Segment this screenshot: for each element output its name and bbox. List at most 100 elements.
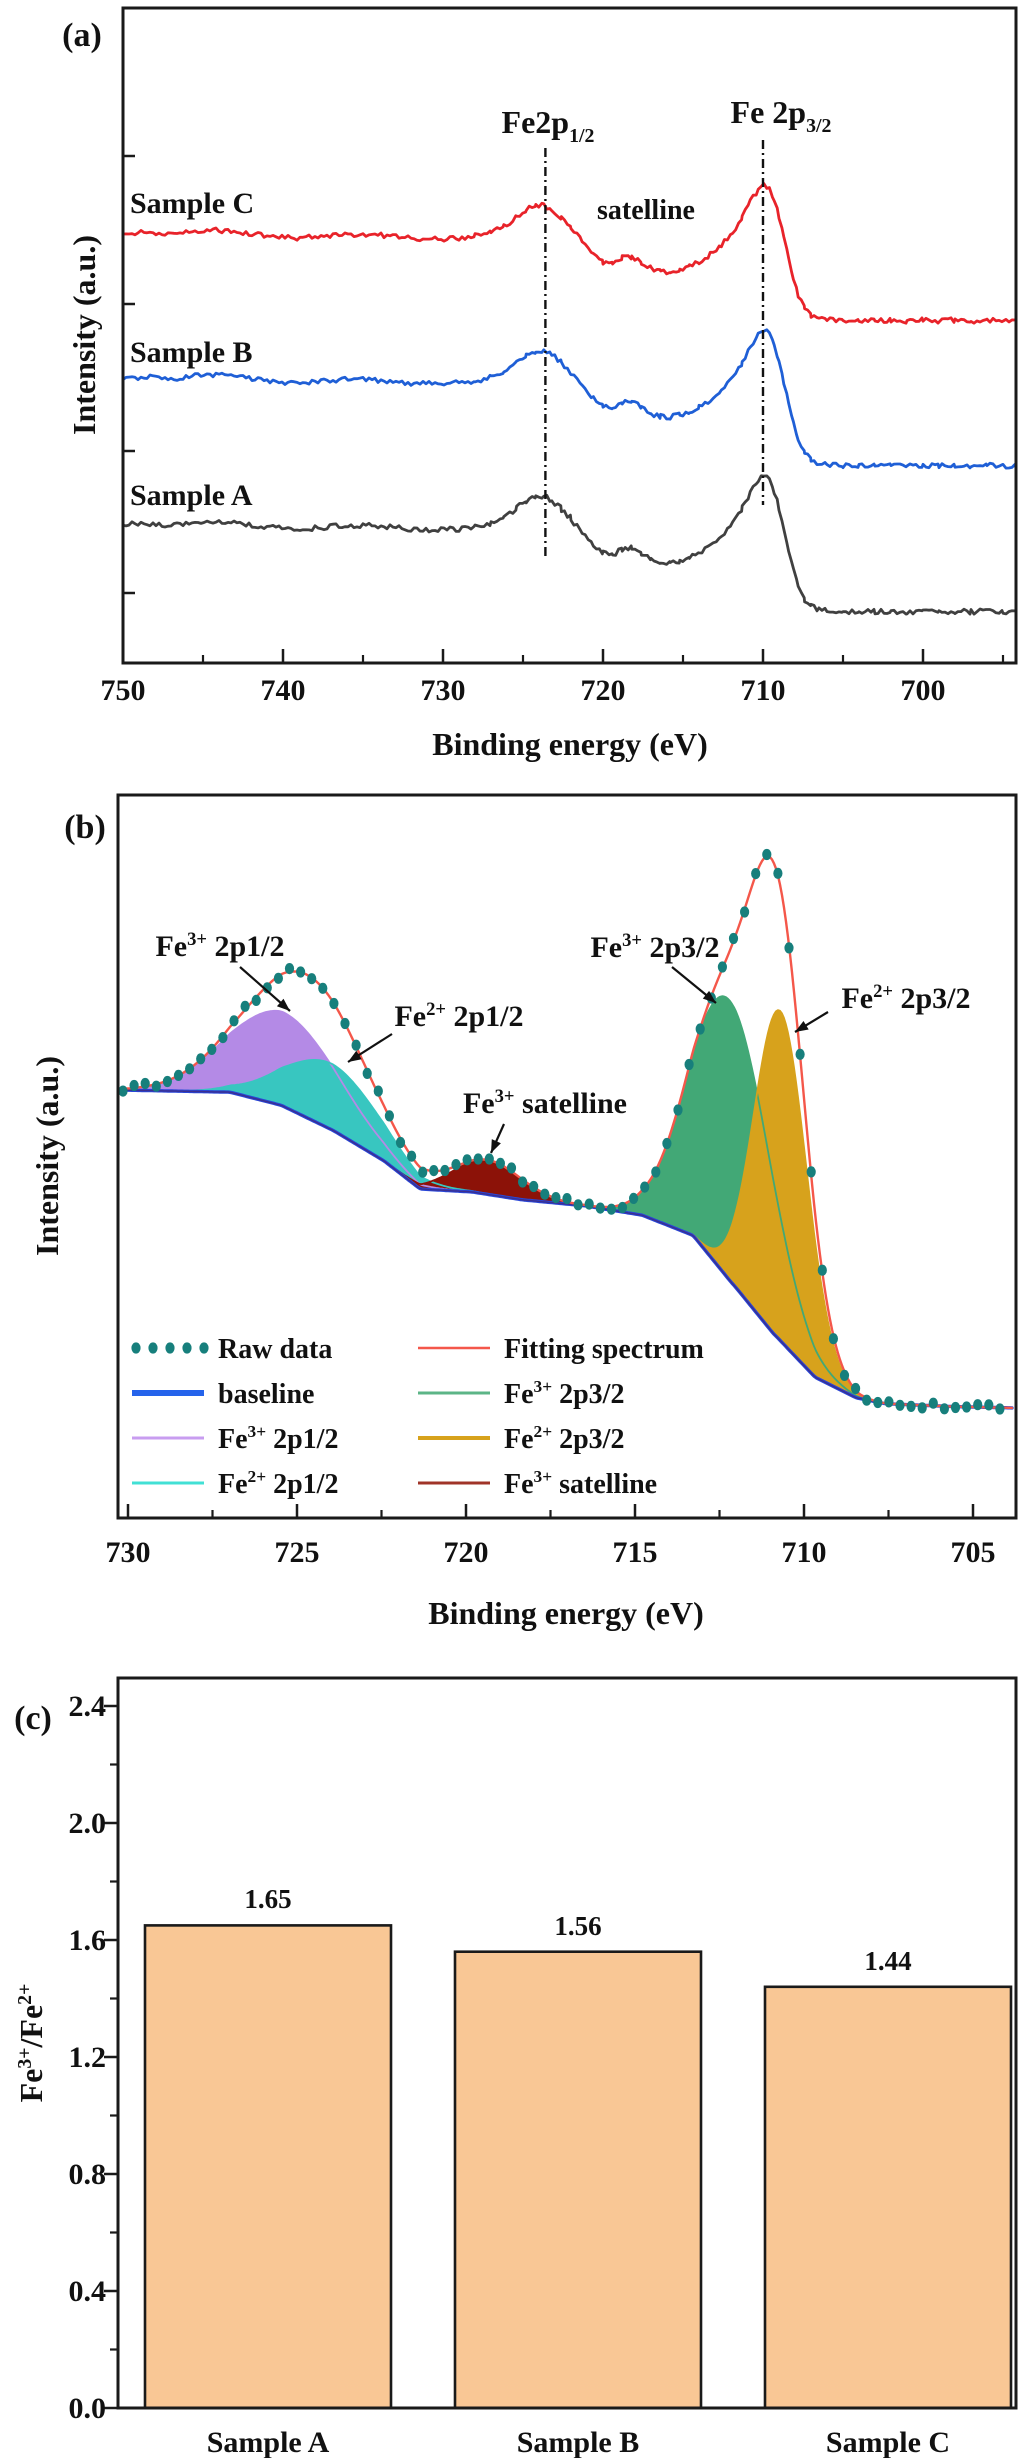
panel-b-frame — [116, 793, 1018, 1520]
legend-fe3-2p32: Fe3+ 2p3/2 — [504, 1377, 624, 1410]
raw-data-point — [540, 1188, 550, 1200]
raw-data-point — [384, 1110, 394, 1122]
panel-b-annotation-arrows — [239, 966, 829, 1154]
panel-b-tag: (b) — [64, 809, 106, 846]
panel-b-ylabel: Intensity (a.u.) — [29, 1056, 65, 1256]
raw-data-point — [118, 1085, 128, 1097]
category-sample-a: Sample A — [207, 2426, 330, 2458]
fe2-2p12-arrow-head — [348, 1050, 362, 1062]
component-outline — [168, 1059, 497, 1197]
fe3-2p32-arrow-head — [702, 990, 716, 1003]
raw-data-point — [273, 972, 283, 984]
y-tick-label: 1.2 — [69, 2041, 107, 2074]
legend-fe3-2p12: Fe3+ 2p1/2 — [218, 1422, 338, 1455]
panel-a-axes: 750 740 730 720 710 700 — [101, 6, 1018, 707]
x-tick-label: 700 — [901, 674, 946, 707]
raw-data-point — [329, 997, 339, 1010]
fe2-2p32-arrow-head — [795, 1021, 809, 1032]
raw-data-point — [962, 1401, 972, 1413]
panel-c: 0.0 0.4 0.8 1.2 1.6 2.0 2.4 (c) 1.65 1.56 1.44… — [13, 1676, 1018, 2458]
panel-a-spectra — [121, 182, 1018, 616]
raw-data-point — [318, 982, 328, 994]
x-tick-label: 750 — [101, 674, 146, 707]
raw-data-point — [162, 1075, 172, 1088]
category-sample-c: Sample C — [826, 2426, 950, 2458]
panel-b-legend-swatches — [131, 1342, 490, 1485]
legend-baseline: baseline — [218, 1379, 314, 1410]
raw-data-point — [651, 1166, 661, 1178]
panel-a: 750 740 730 720 710 700 (a) Fe2p1/2 Fe 2p3/2 … — [62, 6, 1018, 762]
x-tick-label: 715 — [613, 1536, 658, 1569]
legend-raw-data-swatch — [182, 1342, 192, 1354]
satellite-label: satelline — [597, 195, 695, 226]
sample-a-label: Sample A — [130, 479, 253, 512]
raw-data-point — [873, 1396, 883, 1409]
panel-c-bars — [143, 1924, 1013, 2410]
raw-data-point — [973, 1399, 983, 1411]
raw-data-point — [151, 1080, 161, 1092]
raw-data-point — [695, 1023, 705, 1035]
raw-data-point — [728, 932, 739, 945]
raw-data-point — [551, 1192, 561, 1204]
raw-data-point — [928, 1397, 938, 1409]
raw-data-point — [362, 1067, 372, 1079]
y-tick-label: 0.8 — [69, 2158, 107, 2191]
panel-a-dashed-guides — [544, 140, 765, 558]
raw-data-point — [740, 906, 750, 918]
y-tick-label: 2.0 — [69, 1807, 107, 1840]
bar-value-sample-a: 1.65 — [244, 1884, 291, 1914]
raw-data-point — [806, 1166, 816, 1178]
panel-a-frame — [121, 6, 1018, 665]
component-outline — [691, 1009, 869, 1400]
sample-c-label: Sample C — [130, 187, 254, 220]
y-tick-label: 0.0 — [69, 2392, 107, 2425]
raw-data-point — [684, 1058, 694, 1071]
raw-data-point — [462, 1154, 472, 1166]
fe2-2p32-annotation: Fe2+ 2p3/2 — [841, 981, 970, 1015]
raw-data-point — [606, 1203, 617, 1215]
panel-a-xlabel: Binding energy (eV) — [432, 726, 708, 762]
raw-data-point — [140, 1077, 150, 1090]
raw-data-point — [173, 1069, 184, 1081]
spectrum-sample-a — [121, 474, 1018, 616]
bar-value-sample-c: 1.44 — [864, 1946, 911, 1976]
raw-data-point — [229, 1015, 239, 1027]
legend-raw-data-swatch — [148, 1342, 158, 1354]
raw-data-point — [828, 1333, 839, 1345]
raw-data-point — [950, 1401, 961, 1414]
category-sample-b: Sample B — [517, 2426, 640, 2458]
raw-data-point — [429, 1165, 439, 1177]
bar-sample-c — [763, 1985, 1013, 2410]
raw-data-point — [395, 1136, 406, 1149]
sample-b-label: Sample B — [130, 336, 253, 369]
raw-data-point — [262, 982, 272, 994]
x-tick-label: 710 — [782, 1536, 827, 1569]
panel-b-xlabel: Binding energy (eV) — [428, 1595, 704, 1631]
raw-data-point — [573, 1199, 583, 1211]
raw-data-point — [196, 1053, 206, 1065]
legend-raw-data-swatch — [199, 1342, 209, 1354]
panel-a-tag: (a) — [62, 17, 102, 54]
raw-data-point — [240, 1000, 250, 1012]
raw-data-point — [495, 1157, 505, 1169]
legend-fe3-satelline: Fe3+ satelline — [504, 1467, 657, 1500]
raw-data-point — [773, 867, 783, 879]
panel-c-tag: (c) — [14, 1700, 52, 1737]
fe3-2p12-arrow-head — [276, 998, 290, 1011]
raw-data-point — [895, 1399, 905, 1411]
raw-data-point — [817, 1264, 827, 1276]
x-tick-label: 725 — [275, 1536, 320, 1569]
fe2p12-peak-label: Fe2p1/2 — [502, 104, 595, 147]
y-tick-label: 0.4 — [69, 2275, 107, 2308]
raw-data-point — [839, 1369, 850, 1381]
y-tick-label: 2.4 — [69, 1690, 107, 1723]
x-tick-label: 740 — [261, 674, 306, 707]
raw-data-point — [673, 1104, 683, 1116]
raw-data-point — [640, 1181, 650, 1193]
legend-raw-data: Raw data — [218, 1334, 332, 1365]
legend-fe2-2p32: Fe2+ 2p3/2 — [504, 1422, 624, 1455]
x-tick-label: 720 — [444, 1536, 489, 1569]
raw-data-point — [562, 1193, 572, 1205]
raw-data-point — [717, 961, 728, 973]
raw-data-point — [351, 1039, 361, 1051]
